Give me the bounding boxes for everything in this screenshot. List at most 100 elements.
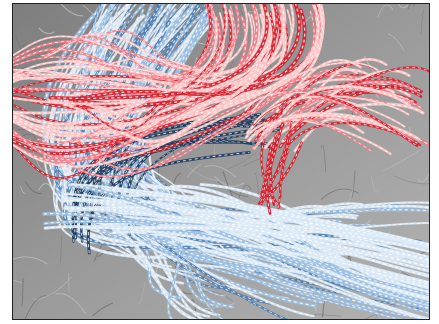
basemap-road <box>407 4 416 10</box>
cool-trajectory-dashes <box>64 199 429 272</box>
map-viewport[interactable] <box>12 3 430 320</box>
warm-trajectory-dashes <box>41 16 225 83</box>
basemap-road <box>371 176 379 193</box>
basemap-road <box>397 4 409 9</box>
cool-trajectory-dashes <box>148 230 429 310</box>
cool-trajectory-dashes <box>75 142 276 229</box>
basemap-road <box>13 256 48 265</box>
warm-trajectory-dashes <box>279 93 418 147</box>
warm-trajectory-dashes <box>13 5 235 80</box>
warm-trajectory-dashes <box>13 4 265 137</box>
warm-trajectory-dashes <box>13 6 216 78</box>
basemap-road <box>227 151 258 170</box>
cool-trajectory-dashes <box>57 13 314 317</box>
warm-trajectory-dashes <box>276 78 410 109</box>
warm-trajectory-dashes <box>64 6 324 85</box>
warm-trajectory <box>282 84 411 115</box>
warm-trajectory-dashes <box>65 17 221 139</box>
cool-trajectory-dashes <box>112 231 428 319</box>
basemap-road <box>382 149 422 172</box>
basemap-road <box>13 280 23 284</box>
warm-trajectory-dashes <box>260 148 277 198</box>
basemap-road <box>24 295 47 319</box>
basemap-road <box>321 144 327 172</box>
warm-trajectory-dashes <box>102 4 285 143</box>
cool-trajectory-dashes <box>106 188 429 246</box>
basemap-road <box>187 163 202 178</box>
warm-trajectory-dashes <box>50 4 268 99</box>
basemap-road <box>20 185 26 194</box>
warm-trajectory-dashes <box>13 11 218 114</box>
cool-trajectory-dashes <box>71 183 429 245</box>
warm-trajectory-dashes <box>13 18 288 95</box>
warm-trajectory-dashes <box>261 123 283 196</box>
cool-trajectory-dashes <box>65 207 429 268</box>
warm-trajectory-dashes <box>261 112 420 140</box>
basemap-road <box>13 134 32 147</box>
cool-trajectory-dashes <box>151 201 429 289</box>
basemap-road <box>309 314 341 317</box>
basemap-road <box>186 165 218 181</box>
basemap-road <box>277 306 289 319</box>
basemap-road <box>320 188 359 201</box>
basemap-road <box>420 8 425 35</box>
warm-trajectory <box>13 4 324 168</box>
warm-trajectory-dashes <box>258 139 291 204</box>
cool-trajectory-dashes <box>45 226 429 284</box>
cool-trajectory-dashes <box>68 184 429 308</box>
basemap-road <box>24 181 42 194</box>
basemap-road <box>203 303 235 310</box>
basemap-road <box>38 27 55 35</box>
basemap-road <box>243 157 265 167</box>
basemap-road <box>388 33 405 52</box>
basemap-road <box>377 4 394 18</box>
cool-trajectory-dashes <box>92 4 261 266</box>
cool-trajectory-dashes <box>171 185 429 297</box>
basemap-road <box>55 293 86 314</box>
cool-trajectory-dashes <box>112 212 429 252</box>
basemap-road <box>91 302 114 317</box>
basemap-road <box>14 34 27 63</box>
warm-trajectory-dashes <box>276 59 361 112</box>
warm-trajectory-dashes <box>278 121 292 209</box>
basemap-road <box>137 281 146 304</box>
basemap-road <box>217 181 249 197</box>
basemap-road <box>60 235 62 264</box>
basemap-road <box>222 171 233 197</box>
cool-trajectory-dashes <box>124 215 429 252</box>
warm-trajectory <box>247 114 404 143</box>
cool-trajectory-dashes <box>139 226 429 261</box>
warm-trajectory-dashes <box>44 4 248 71</box>
cool-trajectory-dashes <box>80 122 249 242</box>
warm-trajectory-dashes <box>252 98 390 150</box>
warm-trajectory-dashes <box>13 5 319 135</box>
cool-trajectory-dashes <box>149 4 429 214</box>
warm-trajectory-dashes <box>254 95 409 123</box>
warm-trajectory-dashes <box>255 117 372 152</box>
warm-trajectory-dashes <box>286 122 421 147</box>
basemap-road <box>393 175 429 185</box>
warm-trajectory-dashes <box>265 143 273 214</box>
warm-trajectory-dashes <box>74 4 226 131</box>
warm-trajectory-dashes <box>13 4 240 88</box>
basemap-road <box>214 175 245 187</box>
warm-trajectory-dashes <box>13 4 258 161</box>
cool-trajectory-dashes <box>134 13 316 307</box>
cool-trajectory-dashes <box>170 229 429 301</box>
cool-trajectory-dashes <box>53 15 287 319</box>
warm-trajectory-dashes <box>261 139 280 207</box>
basemap-road <box>204 165 236 178</box>
cool-trajectory-dashes <box>64 205 429 296</box>
warm-trajectory-dashes <box>291 58 387 123</box>
basemap-road <box>21 278 24 307</box>
warm-trajectory-dashes <box>13 12 272 91</box>
cool-trajectory-dashes <box>141 200 429 308</box>
map-canvas[interactable] <box>13 4 429 319</box>
warm-trajectory-dashes <box>246 69 369 134</box>
basemap-road <box>254 172 259 197</box>
warm-trajectory-dashes <box>284 67 429 140</box>
basemap-road <box>60 4 84 17</box>
warm-trajectory-dashes <box>270 133 277 205</box>
warm-trajectory-dashes <box>13 4 215 145</box>
basemap-road <box>417 173 429 182</box>
